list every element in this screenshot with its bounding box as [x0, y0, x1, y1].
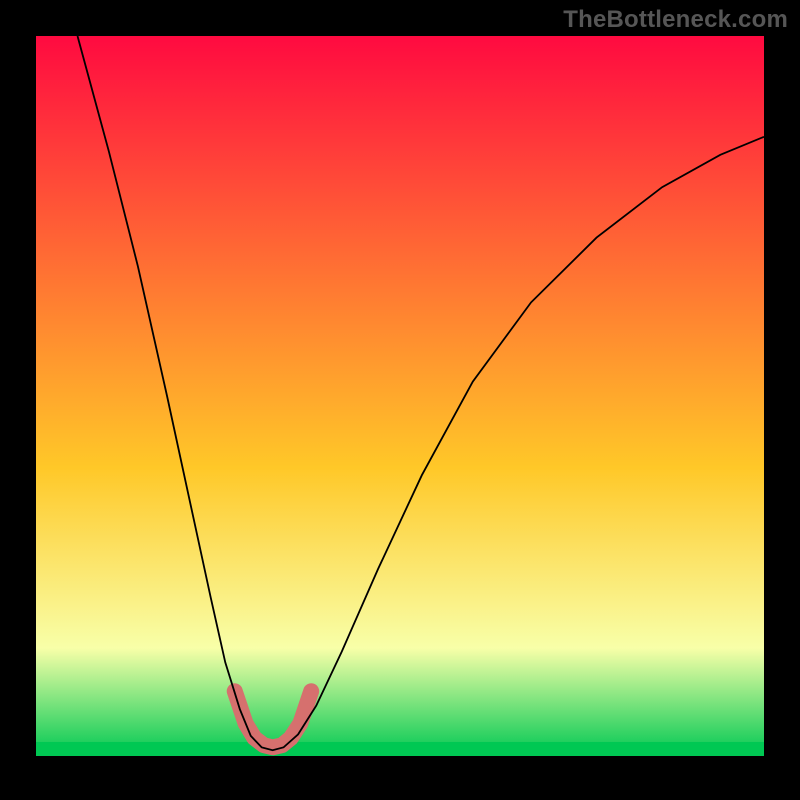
- main-curve-path: [77, 36, 764, 750]
- plot-area: [36, 36, 764, 756]
- curve-svg: [36, 36, 764, 756]
- chart-frame: TheBottleneck.com: [0, 0, 800, 800]
- valley-highlight-path: [235, 691, 311, 747]
- watermark-text: TheBottleneck.com: [563, 6, 788, 34]
